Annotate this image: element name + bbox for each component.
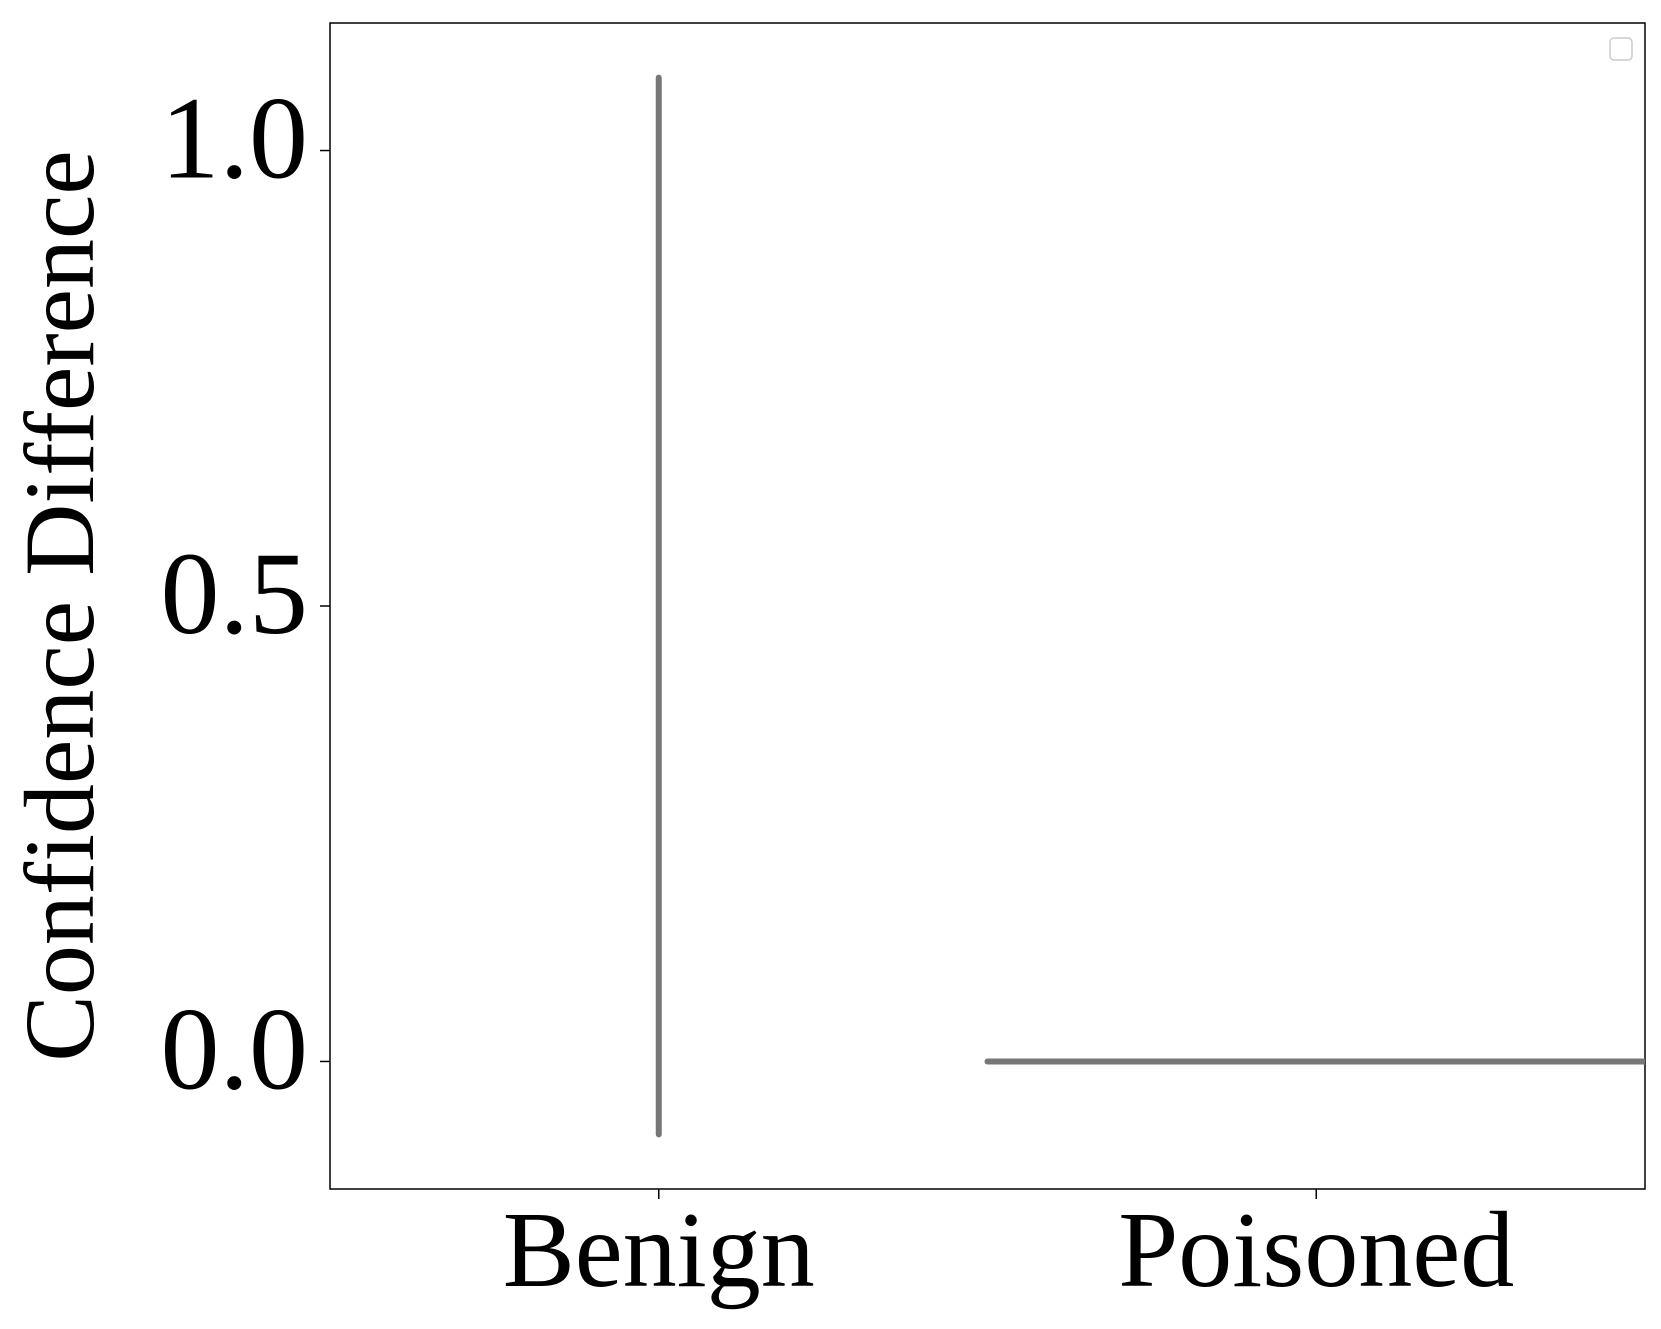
x-tick-label: Benign: [503, 1191, 815, 1310]
y-axis-label: Confidence Difference: [4, 150, 115, 1062]
plot-frame: [329, 22, 1646, 1190]
legend-box: [1609, 37, 1633, 61]
x-tick-label: Poisoned: [1118, 1191, 1514, 1310]
plot-area: [655, 74, 1645, 1138]
y-tick-label: 0.0: [161, 984, 309, 1115]
y-tick-label: 1.0: [161, 73, 309, 204]
y-tick-label: 0.5: [161, 528, 309, 659]
